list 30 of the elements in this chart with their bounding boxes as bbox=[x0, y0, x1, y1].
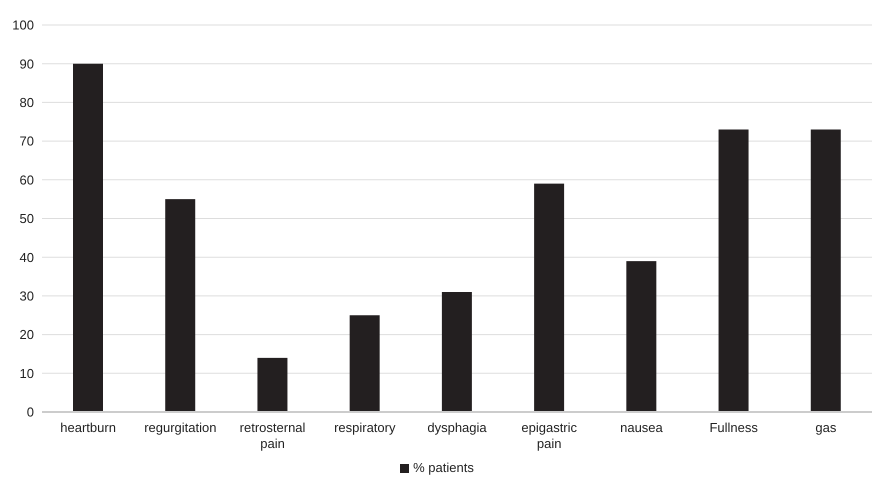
bar bbox=[626, 261, 656, 412]
x-tick-label: nausea bbox=[620, 420, 664, 435]
bar bbox=[165, 199, 196, 412]
bar bbox=[534, 184, 564, 412]
y-tick-label: 10 bbox=[20, 366, 34, 381]
y-tick-label: 60 bbox=[20, 172, 34, 188]
x-tick-label: heartburn bbox=[60, 420, 116, 435]
x-tick-label: epigastric pain bbox=[521, 420, 578, 451]
legend-label: % patients bbox=[413, 460, 474, 475]
y-tick-label: 20 bbox=[20, 327, 34, 342]
bar bbox=[257, 358, 288, 412]
y-tick-label: 70 bbox=[20, 134, 34, 149]
y-tick-label: 0 bbox=[26, 404, 34, 420]
y-tick-label: 50 bbox=[20, 211, 34, 226]
bar bbox=[718, 129, 749, 412]
x-tick-label: gas bbox=[815, 420, 837, 435]
y-tick-label: 40 bbox=[20, 250, 34, 265]
bar bbox=[73, 64, 103, 412]
bar bbox=[442, 292, 472, 412]
x-tick-label: Fullness bbox=[709, 420, 758, 435]
y-tick-label: 100 bbox=[12, 18, 34, 33]
bar bbox=[350, 315, 380, 412]
x-tick-label: dysphagia bbox=[427, 420, 488, 435]
x-tick-label: respiratory bbox=[334, 420, 396, 435]
y-tick-label: 30 bbox=[20, 288, 34, 304]
bar bbox=[810, 129, 841, 412]
y-tick-label: 80 bbox=[20, 95, 34, 110]
x-tick-label: retrosternal pain bbox=[240, 420, 306, 451]
x-tick-label: regurgitation bbox=[144, 420, 216, 435]
y-tick-label: 90 bbox=[20, 56, 34, 72]
